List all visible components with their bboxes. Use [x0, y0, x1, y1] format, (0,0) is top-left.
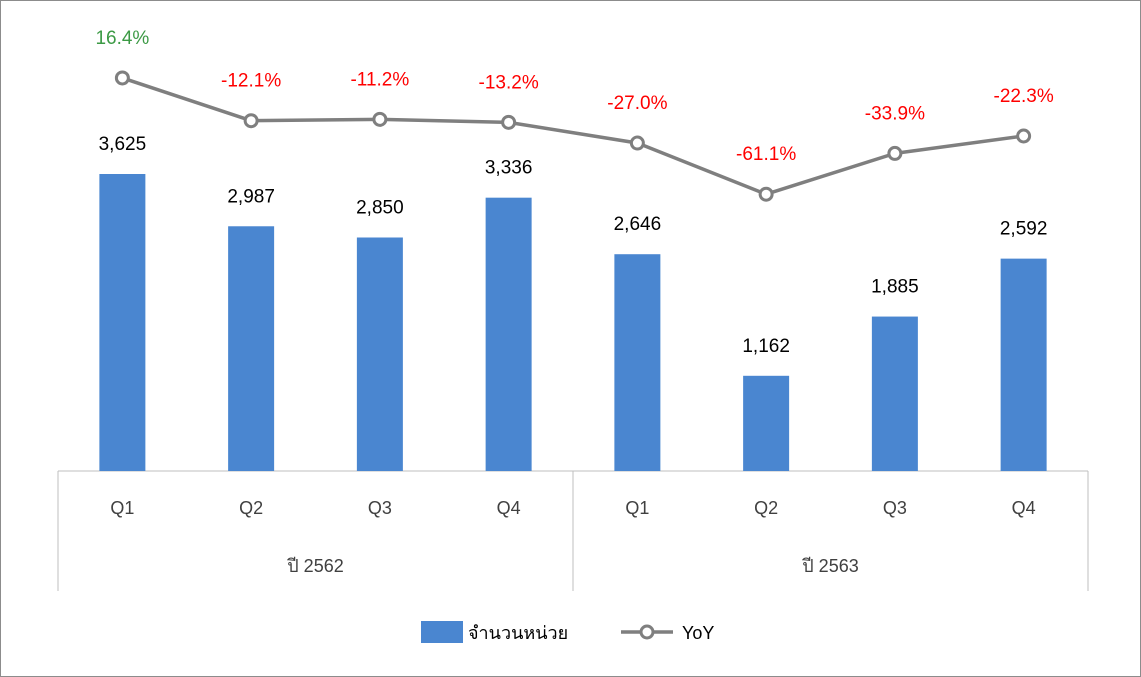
bar	[356, 237, 403, 471]
legend-label-bar: จำนวนหน่วย	[468, 623, 568, 643]
legend-swatch-marker	[639, 624, 655, 640]
yoy-point	[114, 70, 130, 86]
yoy-point	[758, 186, 774, 202]
yoy-point	[629, 135, 645, 151]
x-tick-label: Q2	[754, 498, 778, 518]
bar-value-label: 2,646	[614, 214, 662, 235]
legend-label-yoy: YoY	[682, 623, 714, 643]
yoy-value-label: 16.4%	[95, 28, 149, 49]
bar	[614, 254, 661, 471]
yoy-value-label: -22.3%	[994, 86, 1054, 107]
bar-value-label: 1,885	[871, 277, 919, 298]
yoy-point	[1016, 128, 1032, 144]
yoy-point	[372, 111, 388, 127]
yoy-point	[243, 113, 259, 129]
x-tick-label: Q3	[883, 498, 907, 518]
x-tick-label: Q1	[110, 498, 134, 518]
yoy-value-label: -27.0%	[607, 93, 667, 114]
x-tick-label: Q3	[368, 498, 392, 518]
bar	[485, 197, 532, 471]
bar-value-label: 3,336	[485, 158, 533, 179]
bar	[228, 226, 275, 471]
group-label: ปี 2562	[287, 556, 344, 576]
group-label: ปี 2563	[802, 556, 859, 576]
bar-value-label: 2,850	[356, 197, 404, 218]
bar	[871, 316, 918, 471]
x-tick-label: Q4	[1012, 498, 1036, 518]
x-tick-label: Q2	[239, 498, 263, 518]
legend-swatch-bar	[421, 621, 463, 643]
yoy-value-label: -61.1%	[736, 144, 796, 165]
bar-value-label: 1,162	[742, 336, 790, 357]
x-tick-label: Q4	[497, 498, 521, 518]
bar	[743, 375, 790, 471]
yoy-point	[887, 145, 903, 161]
yoy-value-label: -12.1%	[221, 71, 281, 92]
bar	[1000, 258, 1047, 471]
x-tick-label: Q1	[625, 498, 649, 518]
yoy-value-label: -33.9%	[865, 103, 925, 124]
yoy-point	[501, 114, 517, 130]
bar-value-label: 2,592	[1000, 219, 1048, 240]
bar-value-label: 2,987	[227, 186, 275, 207]
yoy-line	[121, 76, 1024, 196]
yoy-value-label: -11.2%	[350, 69, 409, 90]
bar	[99, 174, 146, 471]
yoy-value-label: -13.2%	[479, 72, 539, 93]
bar-value-label: 3,625	[99, 134, 147, 155]
